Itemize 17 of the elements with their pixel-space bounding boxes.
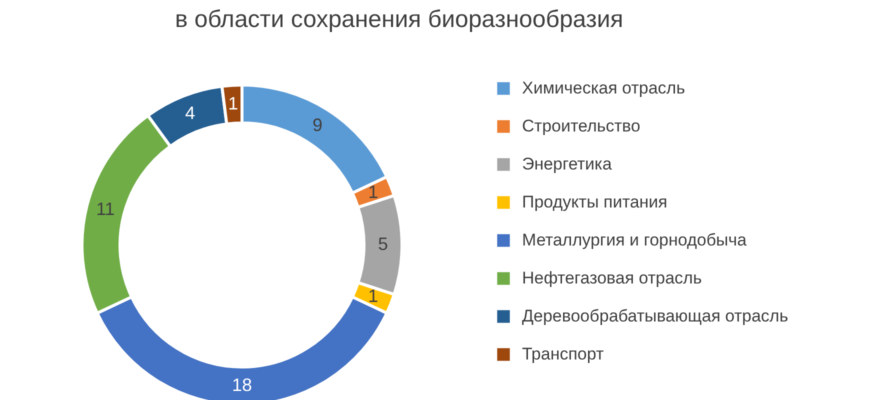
- legend-label: Строительство: [522, 116, 640, 136]
- data-label: 9: [312, 114, 323, 135]
- data-label: 1: [368, 286, 378, 306]
- legend-label: Металлургия и горнодобыча: [522, 230, 748, 250]
- data-label: 11: [96, 198, 115, 219]
- data-label: 5: [378, 234, 388, 254]
- data-label: 1: [228, 93, 238, 114]
- legend-label: Нефтегазовая отрасль: [522, 268, 702, 288]
- data-label: 4: [185, 102, 196, 123]
- legend-label: Продукты питания: [522, 192, 668, 212]
- data-label: 1: [368, 182, 378, 202]
- chart-title: в области сохранения биоразнообразия: [175, 6, 624, 33]
- legend-label: Деревообрабатывающая отрасль: [522, 306, 788, 326]
- legend-label: Энергетика: [522, 154, 612, 174]
- legend-label: Транспорт: [522, 344, 604, 364]
- legend-label: Химическая отрасль: [522, 78, 686, 98]
- data-label: 18: [232, 375, 252, 395]
